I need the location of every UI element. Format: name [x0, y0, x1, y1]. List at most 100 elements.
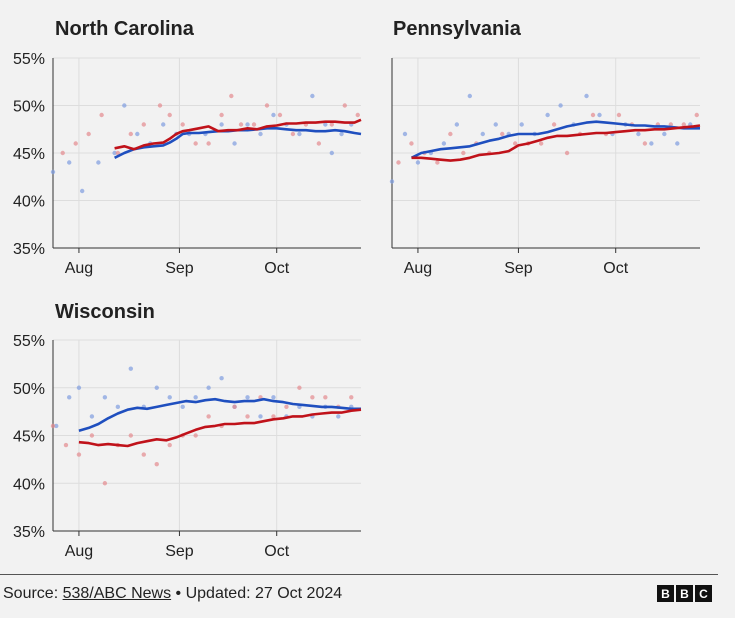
north-carolina-harris-poll-dot [245, 122, 250, 127]
wisconsin-harris-poll-dot [67, 395, 72, 400]
north-carolina-harris-poll-dot [67, 160, 72, 165]
north-carolina-harris-poll-dot [232, 141, 237, 146]
north-carolina-ytick-label: 55% [13, 51, 45, 68]
logo-block-b1: B [657, 585, 674, 602]
wisconsin-trump-poll-dot [323, 395, 328, 400]
pennsylvania-harris-poll-dot [558, 103, 563, 108]
north-carolina-harris-poll-dot [219, 122, 224, 127]
north-carolina-ytick-label: 35% [13, 241, 45, 258]
pennsylvania-harris-poll-dot [597, 112, 602, 118]
wisconsin-trump-poll-dot [310, 395, 315, 400]
logo-block-c: C [695, 585, 712, 602]
updated-date: Updated: 27 Oct 2024 [185, 585, 343, 602]
north-carolina-trump-poll-dot [141, 122, 146, 127]
wisconsin-trump-poll-dot [245, 414, 250, 419]
footer-divider [0, 574, 718, 575]
north-carolina-harris-poll-dot [50, 169, 56, 175]
wisconsin-ytick-label: 40% [13, 476, 45, 493]
north-carolina-harris-poll-dot [112, 150, 117, 156]
pennsylvania-trump-poll-dot [564, 150, 570, 156]
north-carolina-trump-poll-dot [316, 141, 322, 146]
pennsylvania-xtick-label: Oct [603, 260, 628, 277]
wisconsin-harris-poll-dot [115, 404, 121, 410]
wisconsin-trump-poll-dot [232, 404, 237, 410]
source-link[interactable]: 538/ABC News [62, 585, 172, 602]
pennsylvania-trump-line [411, 124, 701, 162]
pennsylvania-harris-poll-dot [519, 122, 524, 127]
north-carolina-trump-poll-dot [329, 122, 335, 127]
north-carolina-ytick-label: 50% [13, 99, 45, 116]
north-carolina-harris-poll-dot [122, 103, 127, 108]
wisconsin-xtick-label: Oct [264, 543, 289, 560]
north-carolina-trump-poll-dot [180, 122, 185, 127]
pennsylvania-trump-poll-dot [642, 141, 648, 146]
wisconsin-harris-poll-dot [128, 366, 134, 371]
pennsylvania-trump-poll-dot [590, 112, 596, 118]
north-carolina-trump-poll-dot [342, 103, 347, 108]
bbc-logo: B B C [657, 585, 712, 602]
wisconsin-trump-poll-dot [102, 481, 108, 486]
wisconsin-trump-poll-dot [297, 385, 302, 390]
north-carolina-harris-poll-dot [310, 93, 315, 99]
pennsylvania-harris-poll-dot [454, 122, 460, 127]
pennsylvania-harris-poll-dot [662, 131, 667, 137]
wisconsin-harris-poll-dot [89, 414, 95, 419]
wisconsin-harris-poll-dot [206, 385, 211, 390]
pennsylvania-trump-poll-dot [500, 131, 505, 137]
pennsylvania-trump-poll-dot [435, 160, 440, 165]
chart-title-pennsylvania: Pennsylvania [393, 18, 521, 40]
wisconsin-trump-poll-dot [128, 433, 134, 438]
wisconsin-harris-line [78, 397, 361, 432]
wisconsin-harris-poll-dot [180, 404, 185, 410]
pennsylvania-trump-poll-dot [513, 141, 518, 146]
logo-block-b2: B [676, 585, 693, 602]
north-carolina-trump-poll-dot [157, 103, 163, 108]
pennsylvania-harris-poll-dot [402, 131, 408, 137]
pennsylvania-harris-poll-dot [649, 141, 654, 146]
wisconsin-trump-poll-dot [206, 414, 211, 419]
north-carolina-harris-poll-dot [339, 131, 344, 137]
wisconsin-trump-poll-dot [193, 433, 198, 438]
wisconsin-trump-poll-dot [271, 414, 276, 419]
source-prefix: Source: [3, 585, 63, 602]
north-carolina-harris-poll-dot [329, 150, 335, 156]
wisconsin-harris-poll-dot [219, 376, 224, 381]
north-carolina-trump-poll-dot [60, 150, 65, 156]
north-carolina-trump-poll-dot [238, 122, 244, 127]
north-carolina-ytick-label: 40% [13, 194, 45, 211]
pennsylvania-trump-poll-dot [461, 150, 466, 156]
wisconsin-ytick-label: 35% [13, 524, 45, 541]
charts-canvas: 35% 40% 45% 50% 55% Aug Sep Oct Aug Sep Oct 35% 40% 4… [13, 51, 701, 560]
pennsylvania-harris-poll-dot [636, 131, 641, 137]
pennsylvania-xtick-label: Sep [504, 260, 533, 277]
north-carolina-harris-poll-dot [135, 131, 140, 137]
pennsylvania-harris-poll-dot [480, 131, 485, 137]
pennsylvania-trump-poll-dot [396, 160, 401, 165]
wisconsin-trump-poll-dot [167, 442, 172, 448]
pennsylvania-trump-poll-dot [681, 122, 686, 127]
wisconsin-trump-poll-dot [63, 442, 69, 448]
wisconsin-harris-poll-dot [167, 395, 172, 400]
north-carolina-trump-poll-dot [99, 112, 104, 118]
north-carolina-trump-poll-dot [86, 131, 91, 137]
wisconsin-trump-poll-dot [349, 395, 354, 400]
pennsylvania-harris-poll-dot [545, 112, 550, 118]
pennsylvania-harris-poll-dot [441, 141, 447, 146]
wisconsin-harris-poll-dot [336, 414, 341, 419]
north-carolina-xtick-label: Aug [65, 260, 93, 277]
pennsylvania-harris-poll-dot [389, 179, 395, 184]
wisconsin-harris-poll-dot [193, 395, 198, 400]
wisconsin-trump-poll-dot [76, 452, 82, 457]
pennsylvania-harris-poll-dot [493, 122, 498, 127]
north-carolina-trump-poll-dot [206, 141, 211, 146]
pennsylvania-trump-poll-dot [694, 112, 699, 118]
wisconsin-trump-poll-dot [89, 433, 95, 438]
wisconsin-harris-poll-dot [258, 414, 263, 419]
pennsylvania-harris-poll-dot [584, 93, 589, 99]
north-carolina-trump-poll-dot [128, 131, 134, 137]
wisconsin-harris-poll-dot [271, 395, 276, 400]
wisconsin-harris-poll-dot [76, 385, 82, 390]
chart-figure: North Carolina Pennsylvania Wisconsin 35… [0, 18, 718, 602]
north-carolina-trump-poll-dot [167, 112, 172, 118]
wisconsin-trump-line [78, 408, 362, 448]
